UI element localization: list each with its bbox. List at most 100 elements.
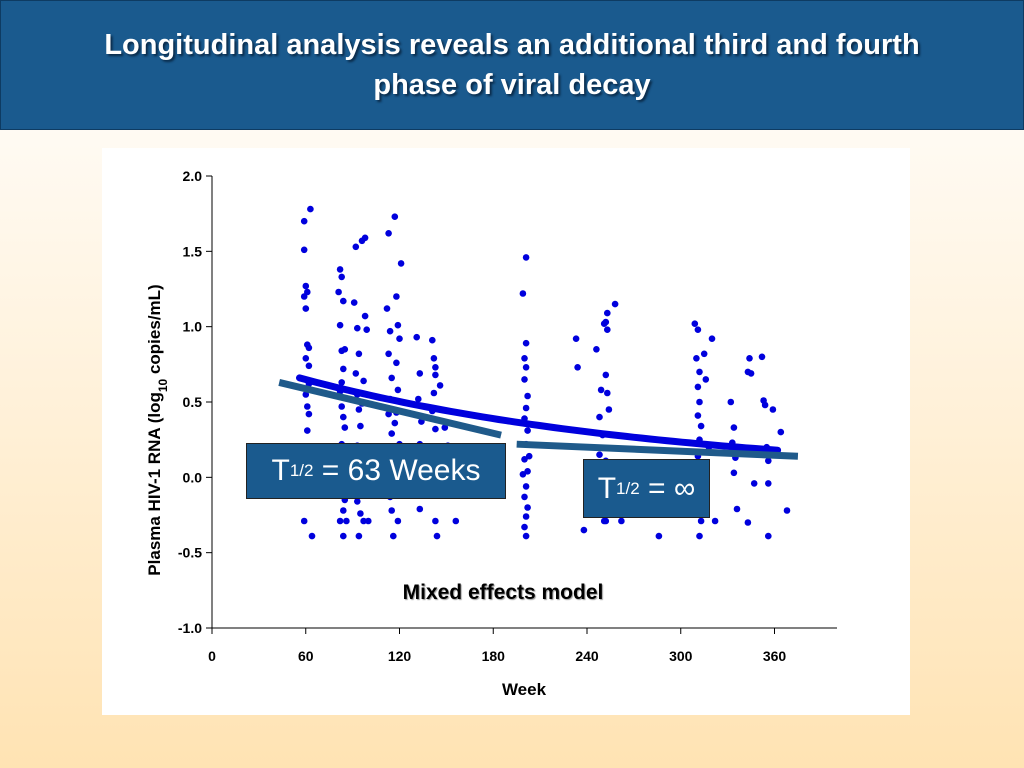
data-point xyxy=(363,326,371,333)
data-point xyxy=(336,321,344,329)
y-axis-label: Plasma HIV-1 RNA (log10 copies/mL) xyxy=(145,284,170,575)
data-point xyxy=(524,392,531,400)
data-point xyxy=(604,326,611,333)
data-point xyxy=(593,346,600,353)
callout-right-sub: 1/2 xyxy=(616,478,640,498)
scatter-chart: -1.0 -0.5 0.0 0.5 1.0 1.5 2.0 0 60 120 180 240 300 36… xyxy=(145,168,837,699)
data-point xyxy=(338,379,345,386)
data-point xyxy=(393,293,400,300)
data-point xyxy=(355,532,363,540)
data-point xyxy=(390,532,397,540)
data-point xyxy=(521,493,528,501)
data-point xyxy=(355,406,363,413)
data-point xyxy=(394,321,402,329)
data-point xyxy=(304,288,311,296)
data-point xyxy=(522,339,530,347)
data-point xyxy=(336,517,344,525)
data-point xyxy=(354,324,361,332)
data-point xyxy=(693,355,700,362)
y-tick-label: -1.0 xyxy=(178,620,202,636)
data-point xyxy=(522,254,530,261)
data-point xyxy=(611,300,619,308)
phase-line-4 xyxy=(516,440,799,460)
data-point xyxy=(300,246,308,254)
data-point xyxy=(341,424,349,431)
data-point xyxy=(360,377,367,385)
data-point xyxy=(691,320,699,327)
data-point xyxy=(605,406,613,413)
data-point xyxy=(694,412,702,419)
x-tick-label: 240 xyxy=(575,648,599,664)
slide-title-line-1: Longitudinal analysis reveals an additio… xyxy=(104,29,920,61)
data-point xyxy=(702,376,710,383)
data-point xyxy=(524,427,531,434)
data-point xyxy=(335,288,342,296)
data-point xyxy=(744,368,752,376)
data-point xyxy=(413,333,421,341)
data-point xyxy=(604,389,611,397)
data-point xyxy=(783,507,791,514)
data-point xyxy=(697,517,705,525)
data-point xyxy=(600,517,608,525)
data-point xyxy=(733,505,741,513)
data-point xyxy=(360,517,367,525)
y-tick-label: 0.5 xyxy=(183,394,203,410)
x-tick-label: 180 xyxy=(482,648,506,664)
data-point xyxy=(385,350,392,358)
data-point xyxy=(436,382,444,389)
data-point xyxy=(430,389,438,397)
data-point xyxy=(388,507,396,514)
data-point xyxy=(597,386,605,394)
data-point xyxy=(452,517,460,525)
data-point xyxy=(697,422,705,430)
data-point xyxy=(302,305,310,312)
data-point xyxy=(302,355,310,362)
data-point xyxy=(385,230,392,237)
y-tick-label: -0.5 xyxy=(178,545,202,561)
data-point xyxy=(429,336,436,344)
data-point xyxy=(580,526,588,534)
data-point xyxy=(744,519,752,526)
y-axis-label-end: copies/mL) xyxy=(145,284,164,378)
data-point xyxy=(391,213,399,220)
data-point xyxy=(352,243,360,251)
data-point xyxy=(727,398,735,406)
data-point xyxy=(338,403,345,410)
data-point xyxy=(769,406,777,413)
data-point xyxy=(600,320,608,327)
data-point xyxy=(572,335,580,342)
data-point xyxy=(391,419,399,427)
y-tick-label: 1.0 xyxy=(183,319,203,335)
data-point xyxy=(300,517,308,525)
data-point xyxy=(336,266,344,273)
data-point xyxy=(758,353,766,361)
fit-lines xyxy=(278,374,799,460)
data-point xyxy=(394,517,402,525)
data-point xyxy=(388,430,396,437)
x-tick-label: 0 xyxy=(208,648,216,664)
data-point xyxy=(746,355,753,362)
callout-63-weeks: T 1/2 = 63 Weeks xyxy=(246,443,506,499)
data-point xyxy=(305,410,313,418)
data-point xyxy=(304,427,311,434)
data-point xyxy=(340,297,347,305)
data-point xyxy=(302,282,310,290)
data-point xyxy=(386,327,394,335)
data-point xyxy=(352,370,360,377)
data-point xyxy=(521,355,528,362)
data-point xyxy=(357,422,364,430)
data-point xyxy=(708,335,716,342)
data-point xyxy=(711,517,719,525)
data-point xyxy=(430,355,438,362)
data-point xyxy=(522,513,530,520)
data-point xyxy=(433,532,441,540)
data-point xyxy=(340,365,347,373)
data-point xyxy=(393,359,400,367)
data-point xyxy=(338,273,345,281)
data-point xyxy=(302,391,310,398)
data-point xyxy=(307,205,314,213)
data-point xyxy=(396,335,403,342)
data-point xyxy=(432,517,439,525)
data-point xyxy=(432,371,439,379)
x-tick-label: 360 xyxy=(763,648,787,664)
